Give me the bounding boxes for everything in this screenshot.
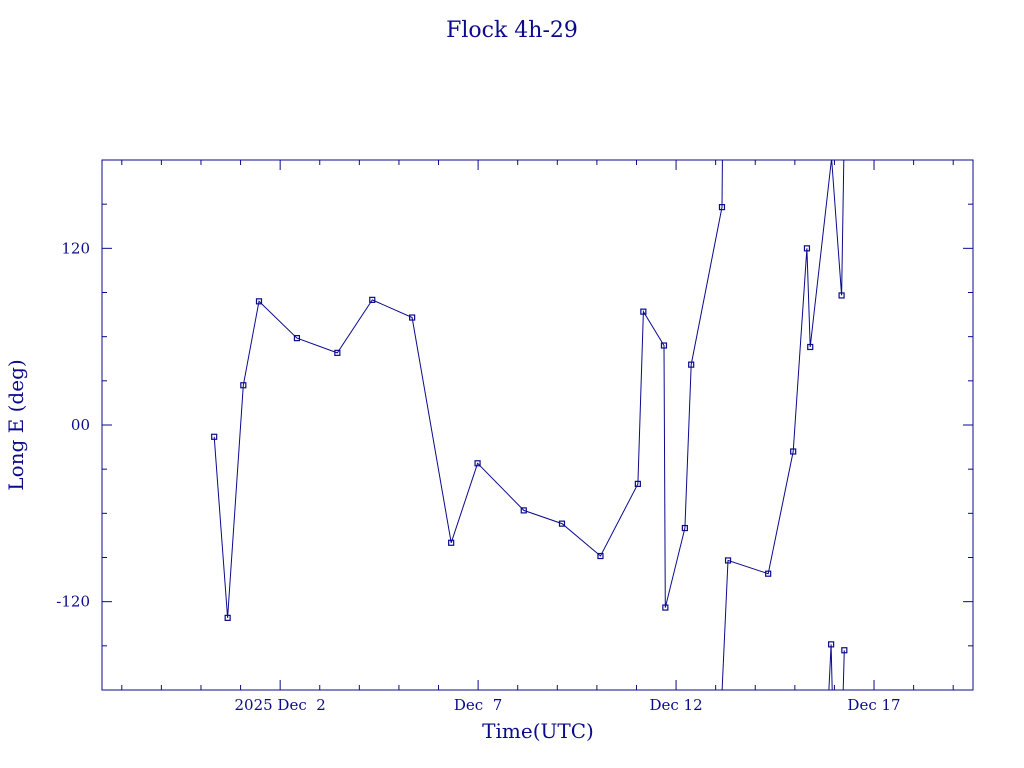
data-point xyxy=(558,520,566,527)
chart-title: Flock 4h-29 xyxy=(446,18,578,43)
data-point xyxy=(790,448,797,455)
series-layer xyxy=(211,159,848,691)
series-line xyxy=(721,159,832,691)
y-axis-label: Long E (deg) xyxy=(4,359,28,490)
data-point xyxy=(828,641,835,648)
x-tick-label: Dec 17 xyxy=(847,696,900,714)
x-axis-label: Time(UTC) xyxy=(482,719,594,743)
data-point xyxy=(634,480,641,487)
data-point xyxy=(660,342,668,349)
data-point xyxy=(448,539,455,546)
series-line xyxy=(831,159,845,296)
series-line xyxy=(213,159,723,618)
y-tick-label: 00 xyxy=(71,416,90,434)
data-point xyxy=(597,552,604,560)
data-point xyxy=(240,382,247,389)
data-point xyxy=(224,614,231,621)
data-point xyxy=(211,433,218,440)
x-tick-label: 2025 Dec 2 xyxy=(234,696,325,714)
data-point xyxy=(293,335,301,342)
data-series xyxy=(211,159,726,621)
data-point xyxy=(369,296,376,303)
axis-ticks xyxy=(102,160,973,690)
data-point xyxy=(807,343,814,351)
data-point xyxy=(255,298,263,305)
x-tick-label: Dec 12 xyxy=(649,696,702,714)
data-point xyxy=(724,557,732,564)
data-point xyxy=(474,460,481,467)
series-line xyxy=(842,650,845,691)
y-tick-label: -120 xyxy=(56,593,90,611)
data-series xyxy=(828,641,835,691)
data-point xyxy=(841,647,848,654)
x-tick-label: Dec 7 xyxy=(454,696,502,714)
data-point xyxy=(409,314,416,321)
data-point xyxy=(838,292,845,299)
data-point xyxy=(334,349,341,356)
y-tick-label: 120 xyxy=(61,239,90,257)
data-point xyxy=(803,245,811,252)
data-series xyxy=(841,647,848,691)
data-point xyxy=(520,507,527,514)
data-point xyxy=(640,308,647,315)
data-point xyxy=(765,570,772,577)
data-point xyxy=(662,604,669,611)
data-point xyxy=(718,204,726,211)
data-point xyxy=(681,524,688,532)
data-series xyxy=(831,159,845,299)
x-tick-labels: 2025 Dec 2 Dec 7 Dec 12 Dec 17 xyxy=(234,696,900,714)
series-line xyxy=(828,644,833,691)
data-series xyxy=(721,159,832,691)
y-tick-labels: 120 00 -120 xyxy=(56,239,90,610)
data-point xyxy=(688,361,695,368)
